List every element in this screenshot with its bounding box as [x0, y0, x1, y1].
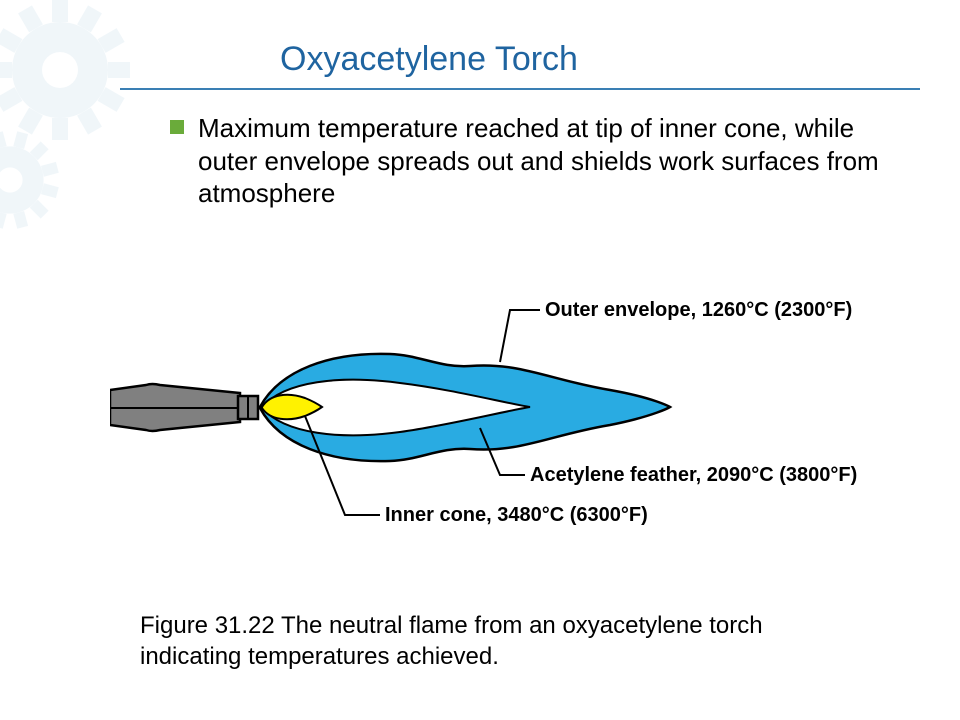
acetylene-feather-label: Acetylene feather, 2090°C (3800°F)	[530, 464, 857, 486]
outer-envelope-label: Outer envelope, 1260°C (2300°F)	[545, 299, 852, 321]
gear-decoration	[0, 0, 190, 250]
bullet-marker-icon	[170, 120, 184, 134]
slide-title: Oxyacetylene Torch	[280, 40, 578, 79]
torch-body	[110, 384, 258, 431]
inner-cone-label: Inner cone, 3480°C (6300°F)	[385, 504, 648, 526]
figure-caption: Figure 31.22 The neutral flame from an o…	[140, 610, 840, 672]
bullet-text: Maximum temperature reached at tip of in…	[198, 112, 880, 210]
bullet-item: Maximum temperature reached at tip of in…	[170, 112, 880, 210]
flame-diagram: Outer envelope, 1260°C (2300°F) Acetylen…	[110, 280, 890, 560]
title-underline	[120, 88, 920, 90]
